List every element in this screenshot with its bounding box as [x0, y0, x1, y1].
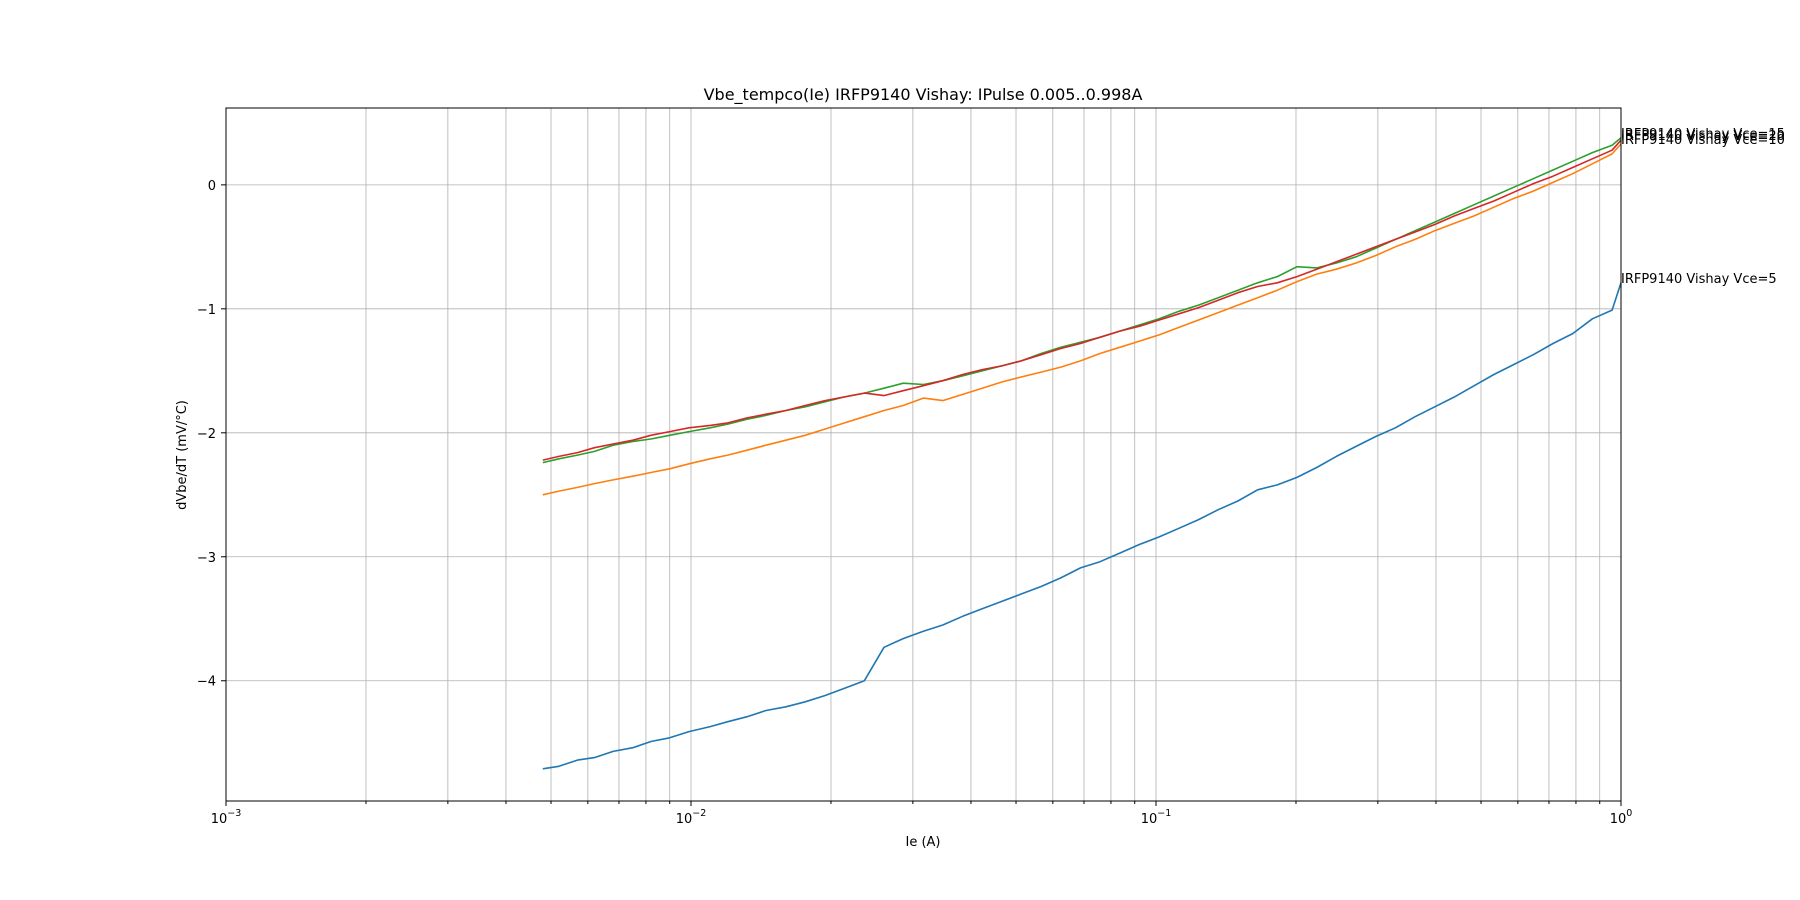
x-tick-label: 10−2 — [676, 808, 707, 827]
series-line — [542, 143, 1622, 496]
x-axis-label: Ie (A) — [905, 835, 940, 850]
series-labels: IRFP9140 Vishay Vce=5 IRFP9140 Vishay Vce… — [1621, 127, 1785, 287]
plot-frame — [225, 107, 1622, 802]
axis-ticks: 10−3 10−2 10−1 100 0 −1 −2 −3 −4 — [197, 179, 1632, 827]
series-line — [542, 282, 1622, 770]
grid-lines — [226, 108, 1621, 801]
x-tick-label: 10−1 — [1141, 808, 1172, 827]
series-line — [542, 139, 1622, 461]
series-label: IRFP9140 Vishay Vce=5 — [1621, 272, 1777, 287]
y-tick-label: −3 — [197, 551, 216, 566]
y-tick-label: −1 — [197, 303, 216, 318]
series-lines — [542, 137, 1622, 770]
series-label: IRFP9140 Vishay Vce=20 — [1621, 129, 1785, 144]
chart-title: Vbe_tempco(Ie) IRFP9140 Vishay: IPulse 0… — [704, 85, 1143, 105]
x-tick-label: 10−3 — [211, 808, 242, 827]
series-label: IRFP9140 Vishay Vce=10 — [1621, 133, 1785, 148]
series-line — [542, 137, 1622, 464]
y-axis-label: dVbe/dT (mV/°C) — [175, 400, 190, 510]
y-tick-label: 0 — [208, 179, 216, 194]
y-tick-label: −4 — [197, 675, 216, 690]
y-tick-label: −2 — [197, 427, 216, 442]
series-label: IRFP9140 Vishay Vce=15 — [1621, 127, 1785, 142]
x-tick-label: 100 — [1610, 808, 1633, 827]
